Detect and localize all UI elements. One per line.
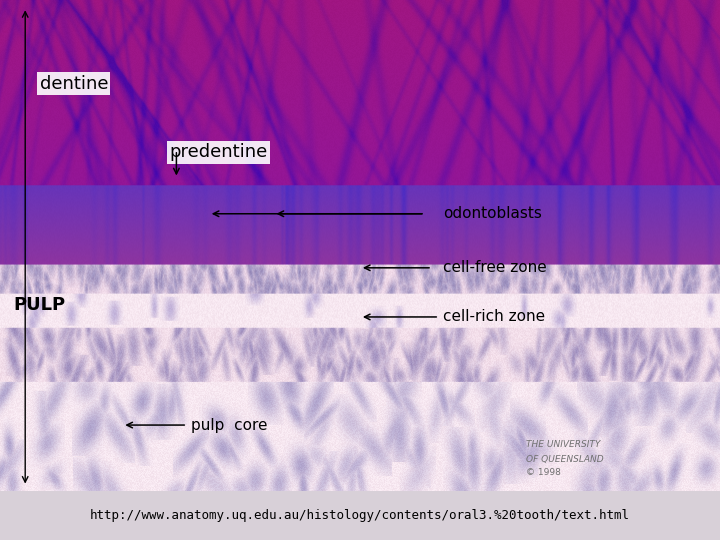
Text: PULP: PULP bbox=[13, 296, 65, 314]
Text: odontoblasts: odontoblasts bbox=[443, 206, 541, 221]
Text: cell-free zone: cell-free zone bbox=[443, 260, 546, 275]
Text: pulp  core: pulp core bbox=[191, 417, 267, 433]
Text: cell-rich zone: cell-rich zone bbox=[443, 309, 545, 325]
Text: © 1998: © 1998 bbox=[526, 468, 560, 477]
Text: http://www.anatomy.uq.edu.au/histology/contents/oral3.%20tooth/text.html: http://www.anatomy.uq.edu.au/histology/c… bbox=[90, 509, 630, 522]
Text: THE UNIVERSITY: THE UNIVERSITY bbox=[526, 440, 600, 449]
Text: dentine: dentine bbox=[40, 75, 108, 92]
Text: predentine: predentine bbox=[169, 143, 267, 161]
Text: OF QUEENSLAND: OF QUEENSLAND bbox=[526, 455, 603, 464]
